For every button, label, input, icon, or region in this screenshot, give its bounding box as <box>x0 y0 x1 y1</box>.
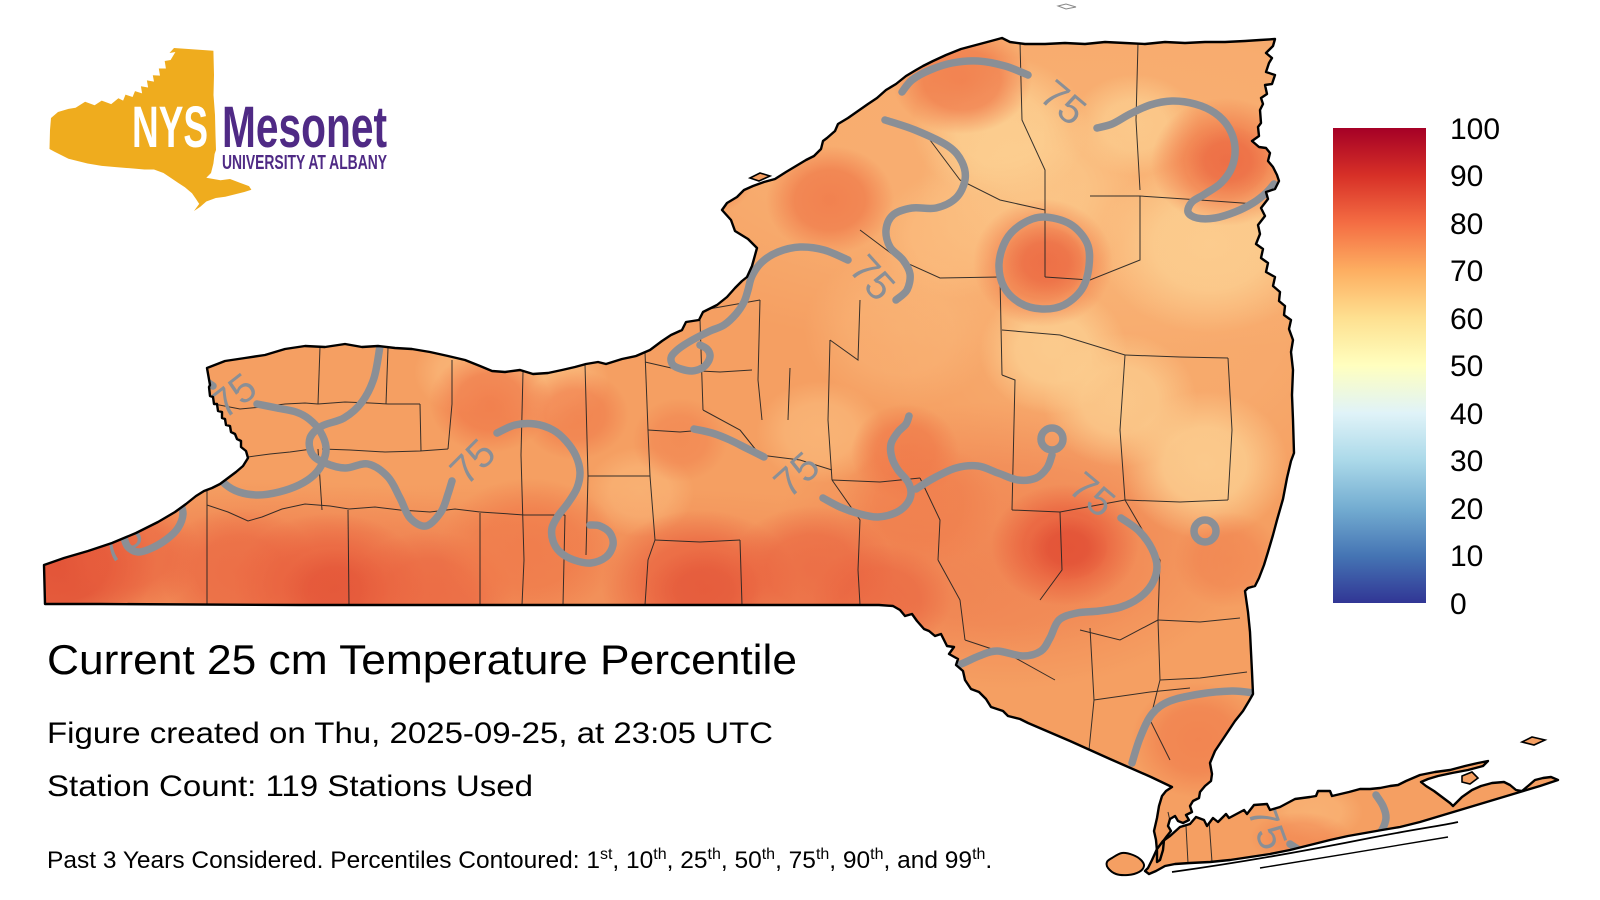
svg-text:0: 0 <box>1450 588 1467 621</box>
svg-text:80: 80 <box>1450 208 1483 241</box>
svg-text:Past 3 Years Considered. Perce: Past 3 Years Considered. Percentiles Con… <box>47 846 992 874</box>
svg-text:20: 20 <box>1450 493 1483 526</box>
svg-text:90: 90 <box>1450 160 1483 193</box>
svg-text:100: 100 <box>1450 113 1500 146</box>
svg-text:Current 25 cm Temperature Perc: Current 25 cm Temperature Percentile <box>47 636 797 683</box>
svg-text:10: 10 <box>1450 540 1483 573</box>
svg-text:UNIVERSITY AT ALBANY: UNIVERSITY AT ALBANY <box>222 152 387 174</box>
svg-text:Mesonet: Mesonet <box>222 95 387 160</box>
svg-text:Station Count: 119 Stations Us: Station Count: 119 Stations Used <box>47 770 533 803</box>
svg-text:60: 60 <box>1450 303 1483 336</box>
svg-text:30: 30 <box>1450 445 1483 478</box>
svg-text:NYS: NYS <box>132 95 208 160</box>
svg-text:40: 40 <box>1450 398 1483 431</box>
svg-text:70: 70 <box>1450 255 1483 288</box>
svg-text:Figure created on Thu, 2025-09: Figure created on Thu, 2025-09-25, at 23… <box>47 717 773 750</box>
svg-text:50: 50 <box>1450 350 1483 383</box>
